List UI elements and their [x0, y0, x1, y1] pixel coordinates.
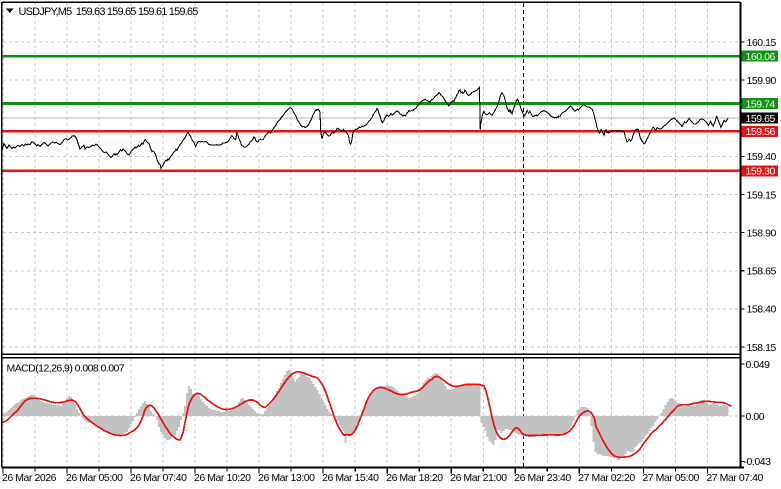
- svg-text:26 Mar 15:40: 26 Mar 15:40: [322, 472, 379, 484]
- svg-text:159.90: 159.90: [747, 75, 777, 87]
- svg-text:26 Mar 21:00: 26 Mar 21:00: [450, 472, 507, 484]
- svg-text:27 Mar 05:00: 27 Mar 05:00: [642, 472, 699, 484]
- svg-text:26 Mar 13:00: 26 Mar 13:00: [258, 472, 315, 484]
- svg-text:26 Mar 2026: 26 Mar 2026: [2, 472, 57, 484]
- svg-text:0.049: 0.049: [746, 359, 771, 371]
- svg-text:159.15: 159.15: [747, 189, 777, 201]
- svg-text:0.00: 0.00: [746, 411, 765, 423]
- svg-text:158.90: 158.90: [747, 227, 777, 239]
- svg-text:158.15: 158.15: [747, 342, 777, 354]
- svg-text:27 Mar 07:40: 27 Mar 07:40: [706, 472, 763, 484]
- svg-text:27 Mar 02:20: 27 Mar 02:20: [578, 472, 635, 484]
- svg-text:26 Mar 07:40: 26 Mar 07:40: [130, 472, 187, 484]
- svg-text:159.56: 159.56: [746, 126, 776, 138]
- svg-text:159.74: 159.74: [746, 98, 776, 110]
- svg-text:-0.043: -0.043: [744, 456, 772, 468]
- svg-text:159.40: 159.40: [747, 151, 777, 163]
- svg-text:26 Mar 05:00: 26 Mar 05:00: [66, 472, 123, 484]
- svg-text:26 Mar 10:20: 26 Mar 10:20: [194, 472, 251, 484]
- svg-text:160.06: 160.06: [746, 51, 776, 63]
- svg-text:160.15: 160.15: [747, 37, 777, 49]
- svg-text:26 Mar 18:20: 26 Mar 18:20: [386, 472, 443, 484]
- svg-text:159.65: 159.65: [746, 113, 776, 125]
- svg-text:MACD(12,26,9) 0.008 0.007: MACD(12,26,9) 0.008 0.007: [7, 363, 125, 375]
- svg-text:159.30: 159.30: [746, 166, 776, 178]
- svg-text:USDJPY,M5 159.63 159.65 159.6: USDJPY,M5 159.63 159.65 159.61 159.65: [19, 6, 199, 18]
- svg-text:158.40: 158.40: [747, 304, 777, 316]
- svg-text:158.65: 158.65: [747, 266, 777, 278]
- svg-text:26 Mar 23:40: 26 Mar 23:40: [514, 472, 571, 484]
